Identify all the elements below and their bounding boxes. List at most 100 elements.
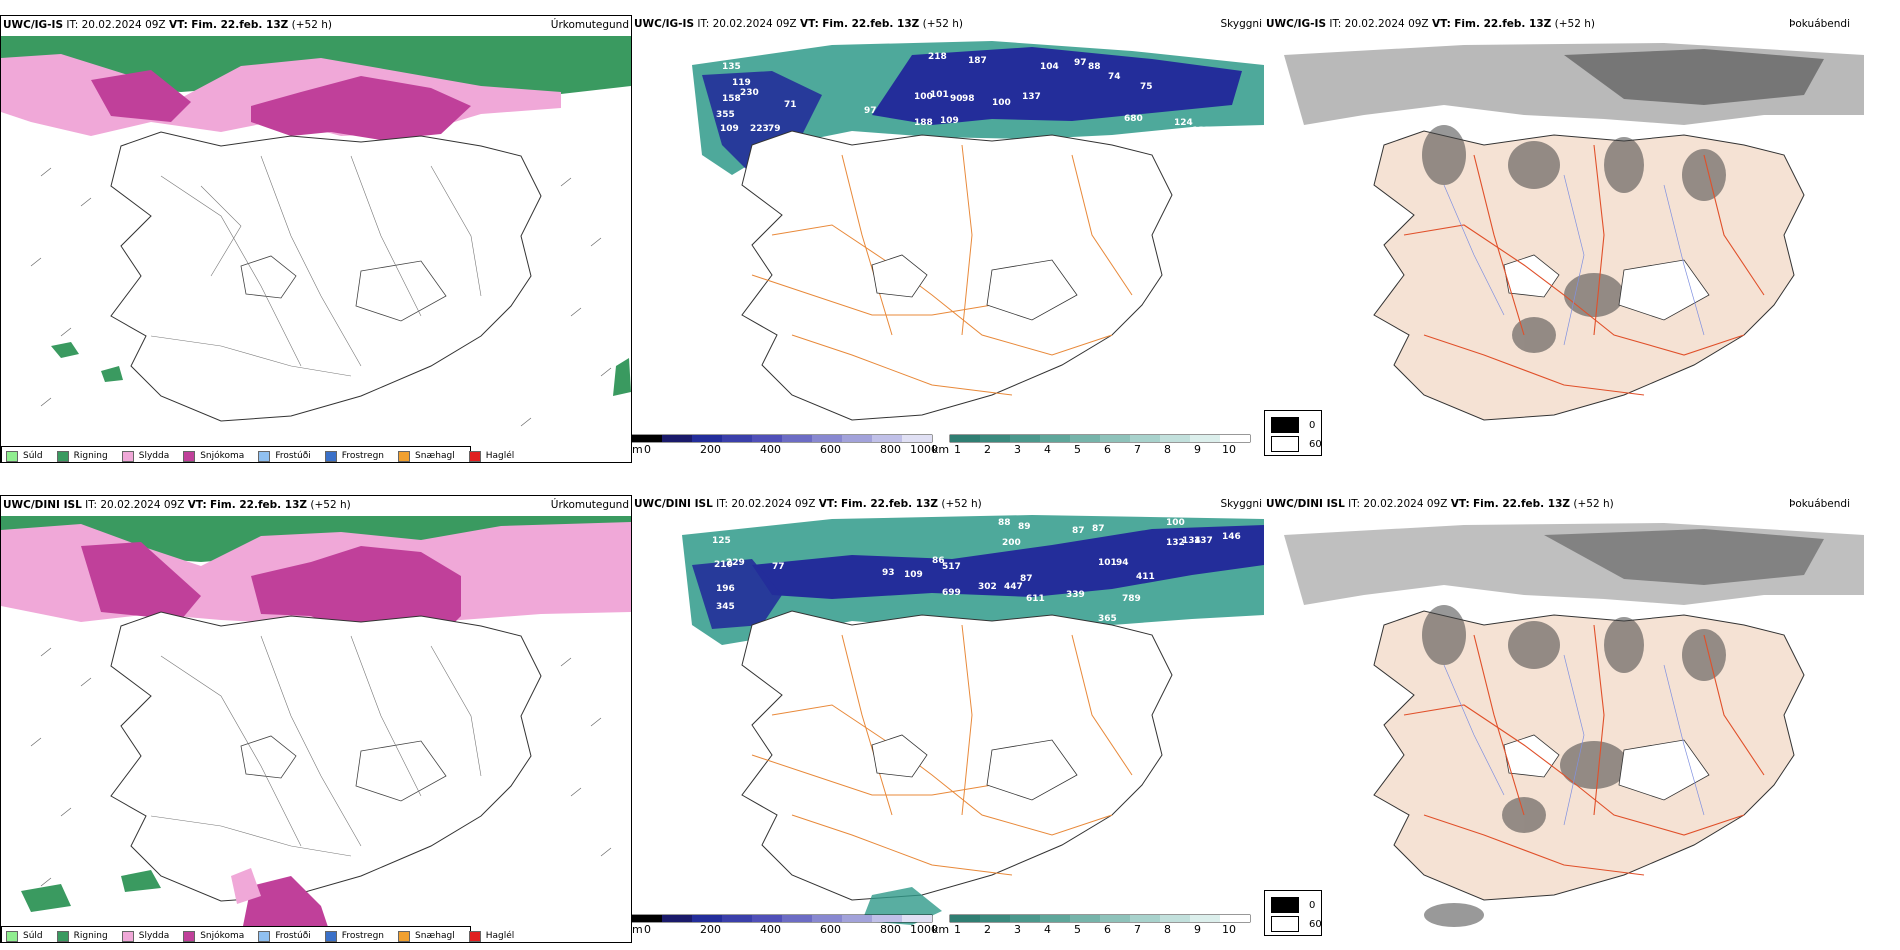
visibility-value-label: 87 (1092, 524, 1105, 534)
visibility-value-label: 89 (1018, 522, 1031, 532)
precip-type-map (1, 36, 631, 427)
legend-swatch (258, 930, 271, 942)
fog-indicator-legend: 0 60 (1264, 890, 1322, 936)
legend-item-sleet: Slydda (121, 930, 169, 942)
visibility-value-label: 104 (1040, 62, 1059, 72)
legend-swatch (6, 930, 18, 942)
visibility-value-label: 88 (998, 518, 1011, 528)
visibility-value-label: 36 (1096, 628, 1109, 638)
legend-swatch (398, 450, 411, 462)
visibility-scale-bar (949, 434, 1251, 443)
legend-item-drizzle: Súld (6, 450, 43, 462)
legend-item-snow-pellets: Snæhagl (398, 450, 455, 462)
scale-unit: km (932, 923, 950, 936)
visibility-value-label: 447 (1004, 582, 1023, 592)
height-scale: m 0 200 400 600 800 1000 (632, 913, 942, 943)
legend-swatch (1271, 916, 1299, 932)
height-scale: m 0 200 400 600 800 1000 (632, 433, 942, 463)
visibility-value-label: 100 (914, 92, 933, 102)
fog-legend-item: 0 (1271, 417, 1315, 433)
visibility-value-label: 365 (1098, 614, 1117, 624)
panel-ig-fog-indicator: UWC/IG-IS IT: 20.02.2024 09Z VT: Fim. 22… (1264, 15, 1900, 463)
panel-header: UWC/DINI ISL IT: 20.02.2024 09Z VT: Fim.… (3, 496, 629, 514)
visibility-value-label: 98 (962, 94, 975, 104)
visibility-value-label: 355 (716, 110, 735, 120)
visibility-value-label: 77 (772, 562, 785, 572)
iceland-outline (110, 611, 542, 902)
visibility-value-label: 223 (750, 124, 769, 134)
legend-item-snow: Snjókoma (183, 450, 244, 462)
visibility-value-label: 137 (1194, 536, 1213, 546)
precip-type-map (1, 516, 631, 936)
legend-item-snow-pellets: Snæhagl (398, 930, 455, 942)
legend-swatch (398, 930, 411, 942)
precip-type-legend: Súld Rigning Slydda Snjókoma Frostúði Fr… (1, 926, 514, 942)
visibility-value-label: 88 (1088, 62, 1101, 72)
visibility-value-label: 135 (722, 62, 741, 72)
visibility-value-label: 124 (1174, 118, 1193, 128)
legend-item-hail: Haglél (468, 930, 514, 942)
visibility-value-label: 339 (1066, 590, 1085, 600)
visibility-scale: km 1 2 3 4 5 6 7 8 9 10 (932, 433, 1264, 463)
legend-item-freezing-rain: Frostregn (324, 450, 384, 462)
panel-header: UWC/DINI ISL IT: 20.02.2024 09Z VT: Fim.… (634, 495, 1262, 513)
visibility-value-label: 97 (1074, 58, 1087, 68)
legend-swatch (183, 450, 196, 462)
legend-swatch (468, 930, 481, 942)
visibility-value-label: 71 (784, 100, 797, 110)
legend-swatch (121, 450, 134, 462)
visibility-value-label: 109 (940, 116, 959, 126)
fog-indicator-map (1284, 43, 1864, 421)
visibility-value-label: 345 (716, 602, 735, 612)
scale-unit: km (932, 443, 950, 456)
legend-item-freezing-drizzle: Frostúði (258, 930, 311, 942)
fog-legend-item: 60 (1271, 436, 1322, 452)
legend-swatch (324, 930, 337, 942)
legend-item-sleet: Slydda (121, 450, 169, 462)
legend-swatch (183, 930, 196, 942)
visibility-value-label: 789 (1122, 594, 1141, 604)
precip-type-legend: Súld Rigning Slydda Snjókoma Frostúði Fr… (1, 446, 514, 462)
visibility-value-label: 79 (768, 124, 781, 134)
visibility-value-label: 517 (942, 562, 961, 572)
fog-legend-item: 0 (1271, 897, 1315, 913)
iceland-outline (110, 131, 542, 422)
height-scale-bar (632, 434, 933, 443)
legend-swatch (468, 450, 481, 462)
panel-ig-precip: UWC/IG-IS IT: 20.02.2024 09Z VT: Fim. 22… (0, 15, 632, 463)
visibility-value-label: 75 (1140, 82, 1153, 92)
iceland-outline (741, 610, 1173, 901)
visibility-value-label: 101 (1098, 558, 1117, 568)
legend-swatch (1271, 417, 1299, 433)
panel-ig-visibility: UWC/IG-IS IT: 20.02.2024 09Z VT: Fim. 22… (632, 15, 1264, 463)
visibility-scale: km 1 2 3 4 5 6 7 8 9 10 (932, 913, 1264, 943)
visibility-value-label: 146 (1222, 532, 1241, 542)
legend-swatch (56, 450, 69, 462)
visibility-value-label: 87 (1072, 526, 1085, 536)
visibility-value-label: 134 (1182, 536, 1201, 546)
visibility-value-label: 188 (914, 118, 933, 128)
panel-title: Skyggni (1220, 18, 1263, 30)
legend-swatch (6, 450, 18, 462)
legend-swatch (1271, 897, 1299, 913)
legend-item-rain: Rigning (56, 450, 108, 462)
panel-dini-fog-indicator: UWC/DINI ISL IT: 20.02.2024 09Z VT: Fim.… (1264, 495, 1900, 943)
visibility-value-label: 94 (1116, 558, 1129, 568)
legend-item-drizzle: Súld (6, 930, 43, 942)
visibility-value-label: 132 (1166, 538, 1185, 548)
visibility-value-label: 699 (942, 588, 961, 598)
legend-item-hail: Haglél (468, 450, 514, 462)
visibility-value-label: 87 (1020, 574, 1033, 584)
panel-title: Þokuábendi (1789, 498, 1850, 510)
panel-header: UWC/DINI ISL IT: 20.02.2024 09Z VT: Fim.… (1266, 495, 1898, 513)
visibility-value-label: 611 (1026, 594, 1045, 604)
visibility-value-label: 109 (720, 124, 739, 134)
visibility-value-label: 97 (864, 106, 877, 116)
panel-header: UWC/IG-IS IT: 20.02.2024 09Z VT: Fim. 22… (3, 16, 629, 34)
iceland-outline (741, 130, 1173, 421)
panel-header: UWC/IG-IS IT: 20.02.2024 09Z VT: Fim. 22… (634, 15, 1262, 33)
visibility-value-label: 74 (1108, 72, 1121, 82)
panel-title: Skyggni (1220, 498, 1263, 510)
